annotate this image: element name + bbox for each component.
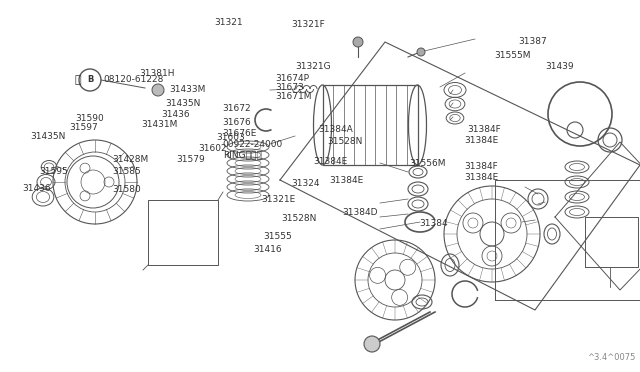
- Text: 08120-61228: 08120-61228: [103, 76, 163, 84]
- Text: Ⓑ: Ⓑ: [75, 75, 81, 85]
- Circle shape: [152, 84, 164, 96]
- Text: 31384E: 31384E: [464, 136, 499, 145]
- Text: 31384F: 31384F: [467, 125, 501, 134]
- Text: 31674P: 31674P: [275, 74, 309, 83]
- Text: 31416: 31416: [253, 246, 282, 254]
- Text: 31321F: 31321F: [291, 20, 325, 29]
- Text: 31579: 31579: [176, 155, 205, 164]
- Text: 31436: 31436: [22, 185, 51, 193]
- Text: 31381H: 31381H: [140, 69, 175, 78]
- Text: 31555: 31555: [264, 232, 292, 241]
- Text: 31597: 31597: [69, 123, 98, 132]
- Circle shape: [364, 336, 380, 352]
- Circle shape: [417, 48, 425, 56]
- Text: 31528N: 31528N: [328, 137, 363, 146]
- Text: 31436: 31436: [161, 110, 190, 119]
- Text: 31676: 31676: [223, 118, 252, 127]
- Text: 31556M: 31556M: [410, 159, 446, 168]
- Text: 31603: 31603: [216, 133, 245, 142]
- Text: 31595: 31595: [40, 167, 68, 176]
- Text: 31433M: 31433M: [170, 85, 206, 94]
- Text: 31321G: 31321G: [296, 62, 332, 71]
- Text: RINGリング: RINGリング: [223, 150, 262, 159]
- Text: 31384E: 31384E: [314, 157, 348, 166]
- Text: 31431M: 31431M: [141, 120, 177, 129]
- Text: 31672: 31672: [223, 104, 252, 113]
- Text: 31673: 31673: [275, 83, 304, 92]
- Text: 31324: 31324: [291, 179, 320, 187]
- Text: 00922-24000: 00922-24000: [223, 140, 283, 149]
- Text: 31384D: 31384D: [342, 208, 378, 217]
- Text: ^3.4^0075: ^3.4^0075: [587, 353, 635, 362]
- Text: 31590: 31590: [76, 114, 104, 123]
- Text: 31384E: 31384E: [330, 176, 364, 185]
- Text: 31555M: 31555M: [494, 51, 531, 60]
- Text: 31602: 31602: [198, 144, 227, 153]
- Text: 31671M: 31671M: [275, 92, 312, 101]
- Circle shape: [353, 37, 363, 47]
- Text: 31428M: 31428M: [112, 155, 148, 164]
- Text: 31585: 31585: [112, 167, 141, 176]
- Text: 31435N: 31435N: [165, 99, 200, 108]
- Text: 31528N: 31528N: [282, 214, 317, 223]
- Text: 31384: 31384: [419, 219, 448, 228]
- Text: 31384A: 31384A: [319, 125, 353, 134]
- Text: 31435N: 31435N: [31, 132, 66, 141]
- Text: 31321: 31321: [214, 18, 243, 27]
- Text: 31387: 31387: [518, 37, 547, 46]
- Text: 31321E: 31321E: [261, 195, 296, 203]
- Text: B: B: [87, 76, 93, 84]
- Text: 31439: 31439: [545, 62, 574, 71]
- Text: 31384F: 31384F: [464, 162, 498, 171]
- Text: 31580: 31580: [112, 185, 141, 194]
- Text: 31676E: 31676E: [223, 129, 257, 138]
- Text: 31384E: 31384E: [464, 173, 499, 182]
- Bar: [323, 85, 417, 165]
